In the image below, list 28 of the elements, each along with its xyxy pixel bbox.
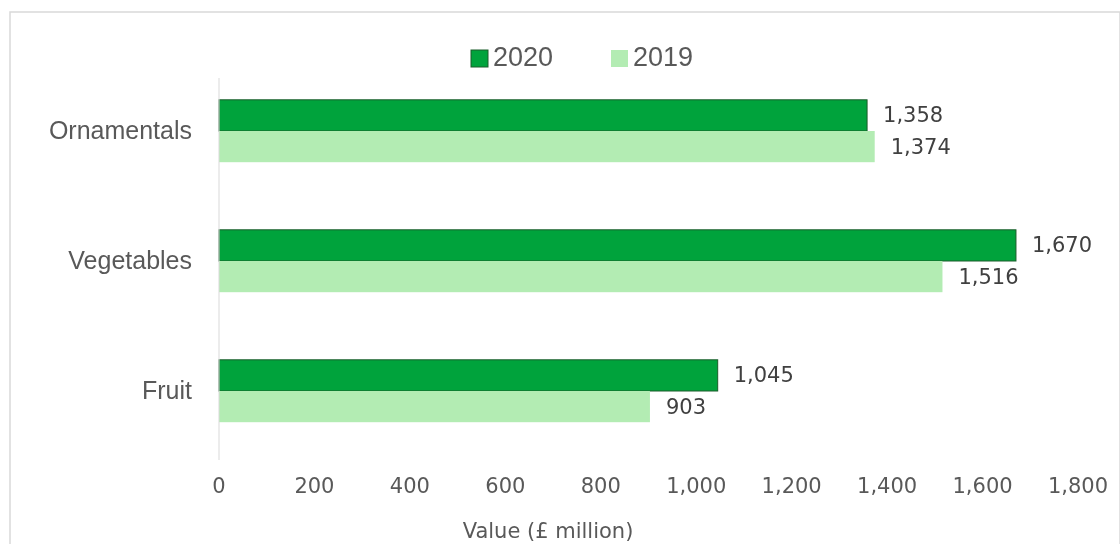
x-tick-label: 400 xyxy=(389,474,430,498)
data-label: 903 xyxy=(665,394,707,419)
data-label: 1,045 xyxy=(733,363,794,388)
x-tick-label: 600 xyxy=(485,474,526,498)
data-label: 1,374 xyxy=(890,134,951,159)
data-label: 1,670 xyxy=(1031,233,1093,258)
x-tick-label: 0 xyxy=(212,474,226,498)
x-tick-label: 1,600 xyxy=(952,474,1013,498)
bar xyxy=(218,99,868,132)
data-label: 1,516 xyxy=(958,264,1019,289)
bar xyxy=(219,261,943,293)
y-tick-label: Ornamentals xyxy=(48,115,192,144)
x-tick-label: 1,000 xyxy=(666,474,727,498)
x-tick-label: 800 xyxy=(580,474,621,498)
y-tick-label: Vegetables xyxy=(68,245,192,274)
data-label: 1,358 xyxy=(883,103,944,128)
legend-label: 2019 xyxy=(633,42,694,73)
bar xyxy=(219,391,650,423)
bar xyxy=(218,359,719,392)
legend-label: 2020 xyxy=(493,42,554,73)
bar xyxy=(218,229,1017,262)
bar xyxy=(219,131,875,163)
x-axis-title: Value (£ million) xyxy=(462,519,634,543)
x-tick-label: 200 xyxy=(294,474,335,498)
x-tick-label: 1,800 xyxy=(1047,474,1109,498)
x-tick-label: 1,400 xyxy=(857,474,918,498)
y-tick-label: Fruit xyxy=(142,375,193,404)
x-tick-label: 1,200 xyxy=(761,474,822,498)
